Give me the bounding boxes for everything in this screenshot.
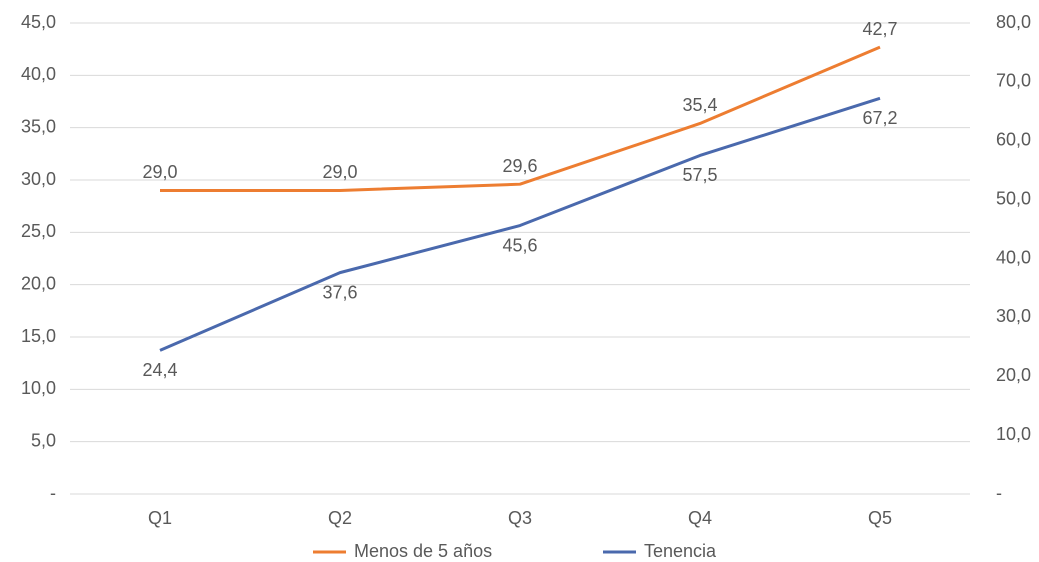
x-tick-label: Q2 bbox=[328, 508, 352, 528]
y2-tick-label: - bbox=[996, 483, 1002, 503]
y2-tick-label: 50,0 bbox=[996, 188, 1031, 208]
y2-tick-label: 20,0 bbox=[996, 365, 1031, 385]
x-tick-label: Q3 bbox=[508, 508, 532, 528]
data-label: 29,0 bbox=[322, 162, 357, 182]
y-tick-label: - bbox=[50, 483, 56, 503]
y-tick-label: 45,0 bbox=[21, 12, 56, 32]
legend-label: Tenencia bbox=[644, 541, 717, 561]
y2-tick-label: 70,0 bbox=[996, 71, 1031, 91]
data-label: 42,7 bbox=[862, 19, 897, 39]
data-label: 45,6 bbox=[502, 235, 537, 255]
y-tick-label: 25,0 bbox=[21, 221, 56, 241]
y2-tick-label: 40,0 bbox=[996, 247, 1031, 267]
data-label: 24,4 bbox=[142, 360, 177, 380]
legend-label: Menos de 5 años bbox=[354, 541, 492, 561]
y-tick-label: 15,0 bbox=[21, 326, 56, 346]
y-tick-label: 40,0 bbox=[21, 64, 56, 84]
y-tick-label: 10,0 bbox=[21, 378, 56, 398]
data-label: 29,6 bbox=[502, 156, 537, 176]
y2-tick-label: 30,0 bbox=[996, 306, 1031, 326]
y2-tick-label: 60,0 bbox=[996, 130, 1031, 150]
y2-tick-label: 80,0 bbox=[996, 12, 1031, 32]
data-label: 67,2 bbox=[862, 108, 897, 128]
y-tick-label: 30,0 bbox=[21, 169, 56, 189]
line bbox=[160, 45, 881, 192]
data-label: 35,4 bbox=[682, 95, 717, 115]
x-tick-label: Q1 bbox=[148, 508, 172, 528]
data-label: 57,5 bbox=[682, 165, 717, 185]
data-label: 37,6 bbox=[322, 282, 357, 302]
x-tick-label: Q4 bbox=[688, 508, 712, 528]
y-tick-label: 5,0 bbox=[31, 430, 56, 450]
data-label: 29,0 bbox=[142, 162, 177, 182]
y-tick-label: 35,0 bbox=[21, 116, 56, 136]
line bbox=[159, 96, 881, 352]
y-tick-label: 20,0 bbox=[21, 273, 56, 293]
x-tick-label: Q5 bbox=[868, 508, 892, 528]
y2-tick-label: 10,0 bbox=[996, 424, 1031, 444]
